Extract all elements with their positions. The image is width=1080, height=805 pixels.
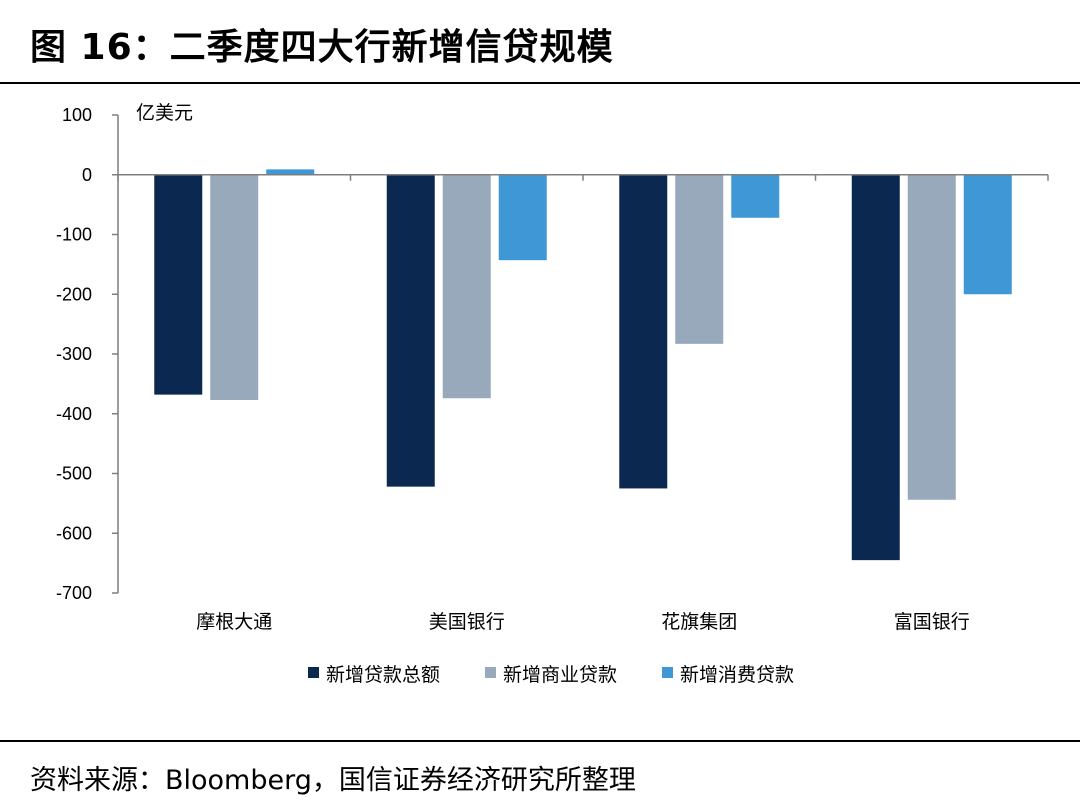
bottom-rule [0,740,1080,742]
y-tick-label: -200 [56,284,92,304]
bar [851,174,900,561]
bar [498,174,547,261]
y-tick-label: -100 [56,225,92,245]
y-tick-label: -700 [56,583,92,603]
legend-label: 新增消费贷款 [680,664,794,686]
y-tick-label: 100 [62,105,92,125]
y-unit-label: 亿美元 [136,102,193,124]
y-tick-label: -300 [56,344,92,364]
bar [266,169,315,175]
y-tick-label: 0 [82,165,92,185]
x-category-label: 摩根大通 [196,611,272,633]
y-tick-label: -500 [56,464,92,484]
legend-swatch [308,667,319,678]
bar [675,174,724,344]
source-note: 资料来源：Bloomberg，国信证券经济研究所整理 [30,765,636,796]
bar [386,174,435,487]
legend-swatch [485,667,496,678]
bar [907,174,956,500]
x-category-label: 美国银行 [429,611,505,633]
x-category-label: 花旗集团 [661,611,737,633]
y-tick-label: -400 [56,404,92,424]
bar [154,174,203,395]
bar [619,174,668,489]
top-rule [0,82,1080,84]
bar [442,174,491,399]
x-category-label: 富国银行 [894,611,970,633]
legend-label: 新增商业贷款 [503,664,617,686]
bar [731,174,780,218]
bar [963,174,1012,295]
legend-label: 新增贷款总额 [326,664,440,686]
legend-swatch [662,667,673,678]
figure-title: 图 16：二季度四大行新增信贷规模 [30,27,614,68]
bar [210,174,259,401]
y-tick-label: -600 [56,523,92,543]
